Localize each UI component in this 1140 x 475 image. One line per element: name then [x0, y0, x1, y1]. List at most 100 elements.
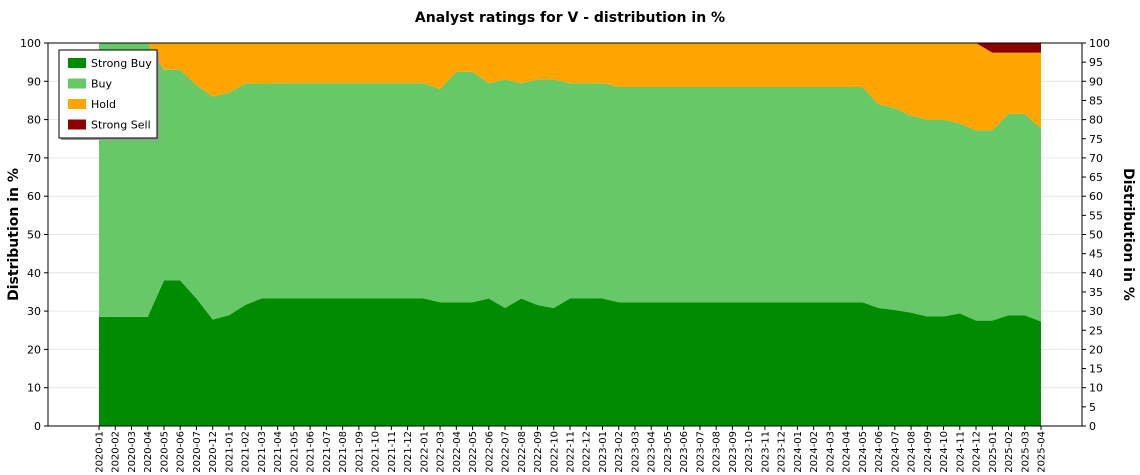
x-tick-label: 2020-03 — [127, 431, 138, 473]
y-tick-label-right: 85 — [1089, 94, 1103, 107]
x-tick-label: 2025-01 — [988, 431, 999, 473]
x-tick-label: 2021-10 — [371, 431, 382, 473]
x-axis: 2020-01 2020-02 2020-03 2020-04 2020-05 2020-… — [95, 426, 1048, 473]
y-tick-label: 0 — [34, 420, 41, 433]
legend-label: Strong Sell — [91, 119, 151, 132]
x-tick-label: 2024-05 — [858, 431, 869, 473]
x-tick-label: 2021-04 — [273, 431, 284, 473]
x-tick-label: 2023-09 — [728, 431, 739, 473]
legend-swatch — [68, 78, 86, 89]
x-tick-label: 2024-03 — [825, 431, 836, 473]
y-tick-label: 20 — [27, 343, 41, 356]
y-tick-label: 80 — [27, 114, 41, 127]
legend-swatch — [68, 119, 86, 130]
y-tick-label-right: 45 — [1089, 248, 1103, 261]
x-tick-label: 2023-04 — [647, 431, 658, 473]
y-tick-label-right: 10 — [1089, 382, 1103, 395]
y-axis-left: 0 10 20 30 40 50 60 70 80 90 100 — [20, 37, 48, 433]
x-tick-label: 2020-01 — [95, 431, 106, 473]
x-tick-label: 2023-08 — [712, 431, 723, 473]
x-tick-label: 2021-12 — [403, 431, 414, 473]
x-tick-label: 2022-08 — [517, 431, 528, 473]
y-tick-label-right: 5 — [1089, 401, 1096, 414]
x-tick-label: 2022-07 — [501, 431, 512, 473]
x-tick-label: 2024-09 — [923, 431, 934, 473]
x-tick-label: 2024-11 — [955, 431, 966, 473]
x-tick-label: 2024-06 — [874, 431, 885, 473]
x-tick-label: 2022-12 — [582, 431, 593, 473]
x-tick-label: 2023-02 — [614, 431, 625, 473]
x-tick-label: 2025-02 — [1004, 431, 1015, 473]
y-tick-label-right: 0 — [1089, 420, 1096, 433]
y-axis-right: 0 5 10 15 20 25 30 35 40 45 50 55 60 65 70 75 80 85 90 95 10… — [1082, 37, 1110, 433]
y-tick-label: 30 — [27, 305, 41, 318]
y-tick-label-right: 25 — [1089, 324, 1103, 337]
x-tick-label: 2020-04 — [143, 431, 154, 473]
y-axis-title-right: Distribution in % — [1120, 168, 1136, 301]
x-tick-label: 2023-05 — [663, 431, 674, 473]
x-tick-label: 2022-11 — [566, 431, 577, 473]
y-tick-label: 90 — [27, 75, 41, 88]
y-tick-label-right: 15 — [1089, 363, 1103, 376]
stacked-areas — [99, 43, 1041, 426]
x-tick-label: 2021-02 — [241, 431, 252, 473]
chart-title: Analyst ratings for V - distribution in … — [415, 10, 725, 26]
y-tick-label-right: 60 — [1089, 190, 1103, 203]
x-tick-label: 2022-01 — [419, 431, 430, 473]
x-tick-label: 2024-12 — [972, 431, 983, 473]
x-tick-label: 2022-05 — [468, 431, 479, 473]
y-tick-label-right: 55 — [1089, 209, 1103, 222]
legend: Strong Buy Buy Hold Strong Sell — [58, 49, 159, 140]
x-tick-label: 2021-03 — [257, 431, 268, 473]
x-tick-label: 2021-09 — [354, 431, 365, 473]
x-tick-label: 2023-10 — [744, 431, 755, 473]
x-tick-label: 2022-09 — [533, 431, 544, 473]
legend-label: Buy — [91, 78, 113, 91]
y-tick-label-right: 80 — [1089, 114, 1103, 127]
area-strong-buy — [99, 280, 1041, 426]
x-tick-label: 2021-06 — [306, 431, 317, 473]
x-tick-label: 2020-06 — [176, 431, 187, 473]
y-tick-label: 100 — [20, 37, 41, 50]
y-tick-label-right: 30 — [1089, 305, 1103, 318]
x-tick-label: 2025-04 — [1037, 431, 1048, 473]
y-tick-label-right: 35 — [1089, 286, 1103, 299]
legend-label: Strong Buy — [91, 57, 152, 70]
x-tick-label: 2021-11 — [387, 431, 398, 473]
x-tick-label: 2023-07 — [695, 431, 706, 473]
plot-area — [47, 42, 1083, 427]
y-tick-label-right: 95 — [1089, 56, 1103, 69]
x-tick-label: 2022-06 — [484, 431, 495, 473]
x-tick-label: 2021-08 — [338, 431, 349, 473]
y-tick-label-right: 40 — [1089, 267, 1103, 280]
y-tick-label-right: 90 — [1089, 75, 1103, 88]
legend-swatch — [68, 58, 86, 68]
y-tick-label-right: 75 — [1089, 133, 1103, 146]
x-tick-label: 2024-04 — [842, 431, 853, 473]
x-tick-label: 2023-03 — [630, 431, 641, 473]
x-tick-label: 2024-02 — [809, 431, 820, 473]
legend-swatch — [68, 99, 86, 109]
y-tick-label: 70 — [27, 152, 41, 165]
x-tick-label: 2023-12 — [777, 431, 788, 473]
y-tick-label-right: 70 — [1089, 152, 1103, 165]
x-tick-label: 2021-07 — [322, 431, 333, 473]
y-tick-label-right: 50 — [1089, 229, 1103, 242]
x-tick-label: 2020-02 — [111, 431, 122, 473]
x-tick-label: 2024-10 — [939, 431, 950, 473]
x-tick-label: 2020-05 — [159, 431, 170, 473]
x-tick-label: 2023-11 — [760, 431, 771, 473]
y-axis-title-left: Distribution in % — [6, 168, 22, 301]
y-tick-label: 50 — [27, 229, 41, 242]
x-tick-label: 2021-01 — [224, 431, 235, 473]
y-tick-label: 60 — [27, 190, 41, 203]
x-tick-label: 2023-06 — [679, 431, 690, 473]
y-tick-label: 10 — [27, 382, 41, 395]
x-tick-label: 2025-03 — [1020, 431, 1031, 473]
area-buy — [99, 43, 1041, 322]
x-tick-label: 2020-07 — [192, 431, 203, 473]
x-tick-label: 2021-05 — [289, 431, 300, 473]
x-tick-label: 2022-10 — [549, 431, 560, 473]
x-tick-label: 2020-12 — [208, 431, 219, 473]
